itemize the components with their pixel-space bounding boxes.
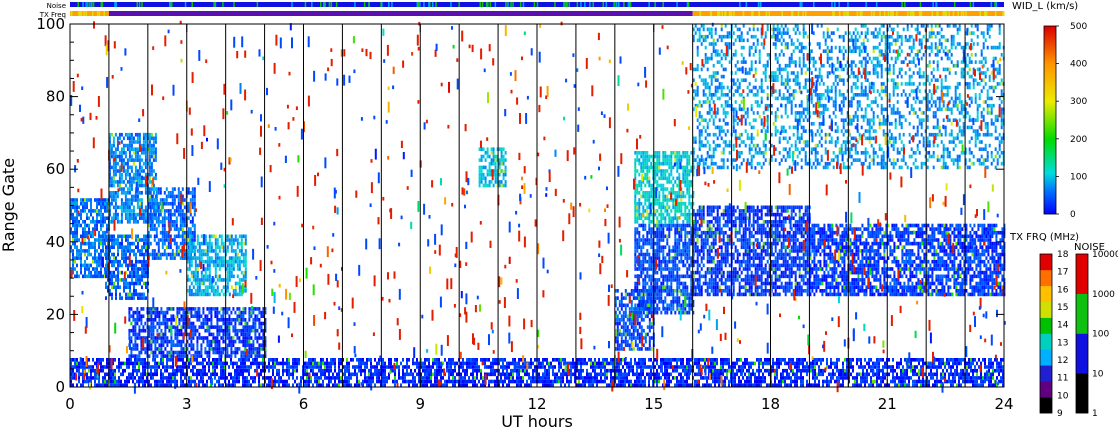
txfreq-colorbar-tick: 17 bbox=[1057, 268, 1068, 278]
txfreq-colorbar: 9 10 11 12 13 14 15 16 17 18 TX FRQ (MHz) bbox=[1009, 232, 1079, 419]
txfreq-colorbar-tick: 16 bbox=[1057, 285, 1069, 295]
y-tick-label: 20 bbox=[46, 305, 65, 323]
colorbars: 0 100 200 300 400 500 WID_L (km/s) 9 10 11 12 13 14 1… bbox=[1009, 1, 1118, 419]
width-colorbar-tick: 400 bbox=[1070, 60, 1087, 70]
echo-region bbox=[108, 132, 157, 224]
x-tick-label: 3 bbox=[182, 395, 192, 413]
width-colorbar-tick: 100 bbox=[1070, 172, 1087, 182]
x-tick-label: 21 bbox=[878, 395, 897, 413]
echo-region bbox=[186, 234, 247, 297]
x-tick-label: 12 bbox=[527, 395, 546, 413]
y-axis-title: Range Gate bbox=[0, 158, 18, 252]
x-tick-label: 15 bbox=[644, 395, 663, 413]
y-tick-label: 40 bbox=[46, 233, 65, 251]
width-colorbar-title: WID_L (km/s) bbox=[1012, 1, 1078, 12]
txfreq-colorbar-tick: 12 bbox=[1057, 356, 1068, 366]
y-axis: 0 20 40 60 80 100 bbox=[36, 15, 1004, 396]
txfreq-colorbar-tick: 18 bbox=[1057, 250, 1069, 260]
width-colorbar-tick: 500 bbox=[1070, 22, 1087, 32]
noise-bar-label: Noise bbox=[47, 2, 66, 10]
x-tick-label: 6 bbox=[299, 395, 309, 413]
txfreq-colorbar-tick: 10 bbox=[1057, 391, 1069, 401]
txfreq-colorbar-tick: 9 bbox=[1057, 409, 1063, 419]
txfreq-colorbar-tick: 15 bbox=[1057, 303, 1068, 313]
txfreq-bar-label: TX Freq bbox=[39, 11, 66, 19]
day-lines bbox=[108, 24, 966, 387]
y-tick-label: 80 bbox=[46, 88, 65, 106]
x-tick-label: 24 bbox=[994, 395, 1013, 413]
echo-region bbox=[634, 223, 695, 315]
scatter-echoes bbox=[70, 20, 1006, 394]
echo-region bbox=[634, 151, 695, 224]
echo-region bbox=[478, 147, 507, 188]
x-axis-title: UT hours bbox=[501, 412, 573, 431]
x-tick-label: 9 bbox=[415, 395, 425, 413]
width-colorbar-tick: 200 bbox=[1070, 135, 1087, 145]
echo-region bbox=[692, 205, 811, 297]
echo-region bbox=[105, 234, 149, 300]
width-colorbar-tick: 300 bbox=[1070, 97, 1087, 107]
noise-colorbar-tick: 10 bbox=[1092, 369, 1104, 379]
noise-colorbar-tick: 1000 bbox=[1092, 290, 1115, 300]
width-colorbar-tick: 0 bbox=[1070, 210, 1076, 220]
x-tick-label: 18 bbox=[761, 395, 780, 413]
echo-region bbox=[70, 198, 110, 279]
noise-colorbar-title: NOISE bbox=[1074, 242, 1105, 253]
x-axis: 0 3 6 9 12 15 18 21 24 bbox=[65, 24, 1014, 413]
txfreq-colorbar-tick: 11 bbox=[1057, 374, 1068, 384]
noise-colorbar-tick: 10000 bbox=[1092, 250, 1118, 260]
noise-colorbar-tick: 1 bbox=[1092, 409, 1098, 419]
y-tick-label: 100 bbox=[36, 15, 65, 33]
txfreq-colorbar-tick: 13 bbox=[1057, 338, 1068, 348]
plot-area bbox=[70, 20, 1006, 394]
width-colorbar: 0 100 200 300 400 500 WID_L (km/s) bbox=[1012, 1, 1087, 220]
noise-bar bbox=[70, 2, 1004, 7]
noise-colorbar-tick: 100 bbox=[1092, 330, 1109, 340]
echo-region bbox=[128, 307, 267, 358]
txfreq-colorbar-tick: 14 bbox=[1057, 321, 1069, 331]
x-tick-label: 0 bbox=[65, 395, 75, 413]
txfreq-bar bbox=[70, 11, 1005, 16]
txfreq-colorbar-title: TX FRQ (MHz) bbox=[1009, 232, 1079, 243]
y-tick-label: 60 bbox=[46, 160, 65, 178]
y-tick-label: 0 bbox=[55, 378, 65, 396]
